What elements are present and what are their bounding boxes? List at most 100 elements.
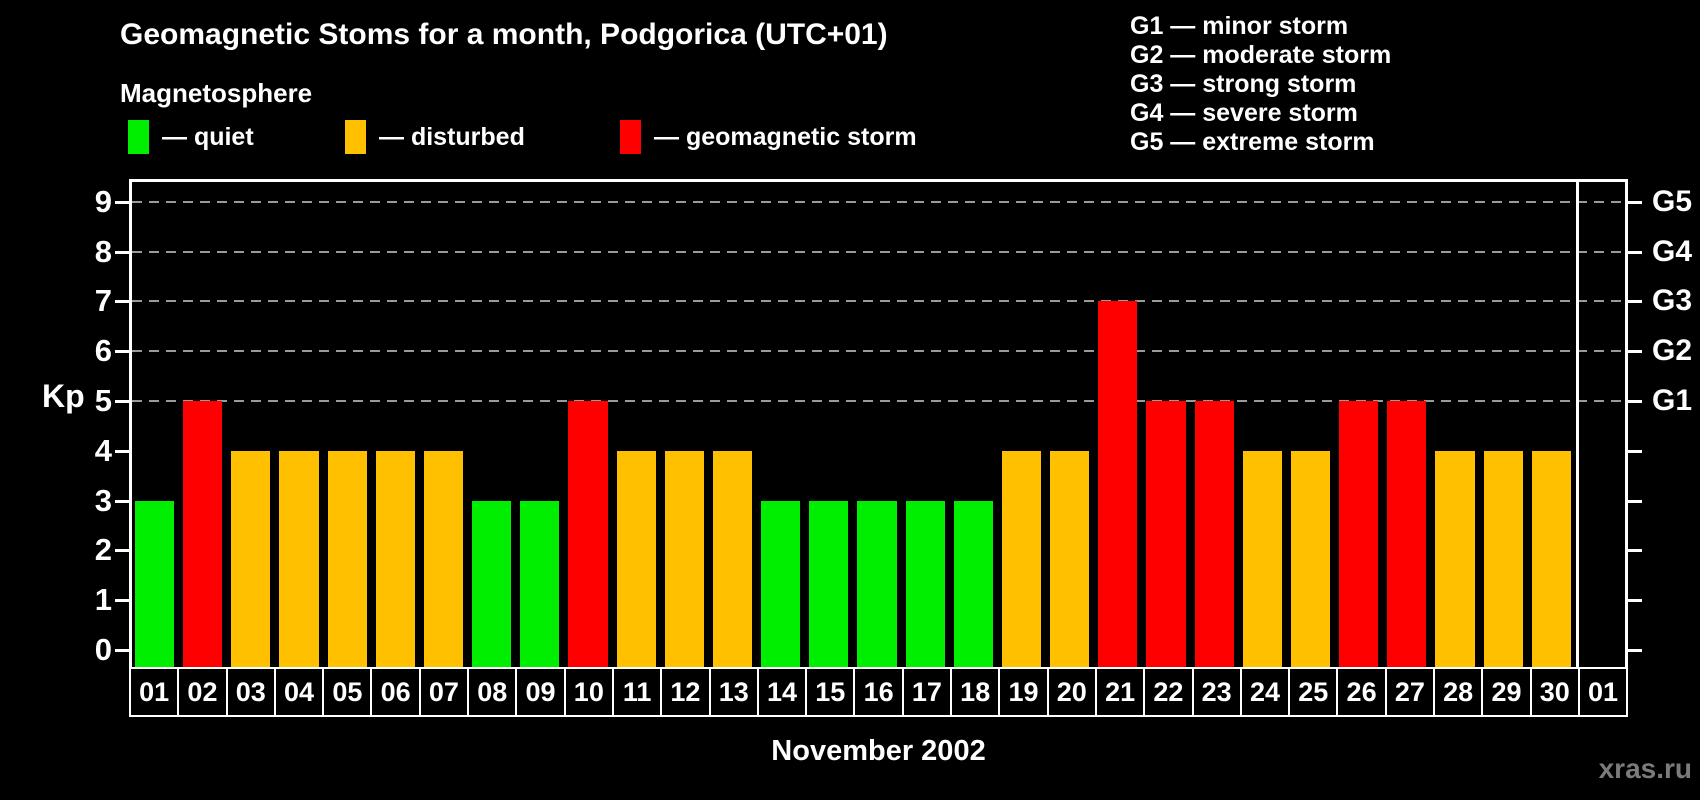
kp-bar-day-29 xyxy=(1483,450,1523,667)
day-box-2-02: 02 xyxy=(177,667,228,717)
y-axis-tick-label-2: 2 xyxy=(94,532,112,568)
right-axis-label-g3: G3 xyxy=(1652,284,1693,318)
right-tick-kp9 xyxy=(1628,200,1642,204)
storm-scale-line-g4: G4 — severe storm xyxy=(1130,99,1358,127)
day-box-13-13: 13 xyxy=(708,667,759,717)
right-tick-kp2 xyxy=(1628,549,1642,553)
day-box-17-17: 17 xyxy=(901,667,953,717)
day-box-6-06: 06 xyxy=(370,667,421,717)
right-axis-label-g4: G4 xyxy=(1652,234,1693,268)
x-axis-day-row: 01 02 03 04 05 06 07 08 09 10 11 12 13 14 15 16 17 18 19 20… xyxy=(129,667,1629,717)
kp-bar-day-30 xyxy=(1531,450,1571,667)
kp-bar-day-09 xyxy=(520,500,560,667)
left-tick-kp8 xyxy=(115,250,129,254)
storm-scale-line-g2: G2 — moderate storm xyxy=(1130,41,1392,69)
right-tick-kp4 xyxy=(1628,449,1642,453)
right-axis-label-g1: G1 xyxy=(1652,384,1693,417)
y-axis-tick-label-0: 0 xyxy=(94,632,112,667)
gridline-kp6 xyxy=(132,350,1625,353)
kp-bar-day-16 xyxy=(857,500,897,667)
right-tick-kp3 xyxy=(1628,499,1642,503)
day-box-23-23: 23 xyxy=(1191,667,1242,717)
y-axis-title: Kp xyxy=(42,378,85,414)
right-tick-kp0 xyxy=(1628,649,1642,652)
day-box-24-24: 24 xyxy=(1239,667,1291,717)
right-axis-label-g2: G2 xyxy=(1652,334,1693,368)
storm-scale-line-g5: G5 — extreme storm xyxy=(1130,128,1375,156)
day-box-7-07: 07 xyxy=(418,667,470,717)
legend-label-disturbed: — disturbed xyxy=(379,123,525,151)
kp-bar-day-07 xyxy=(423,450,464,667)
kp-bar-day-27 xyxy=(1387,401,1427,667)
day-box-16-16: 16 xyxy=(853,667,904,717)
quiet-swatch-icon xyxy=(128,120,149,154)
day-box-27-27: 27 xyxy=(1384,667,1436,717)
storm-scale-line-g3: G3 — strong storm xyxy=(1130,70,1357,98)
day-box-30-30: 30 xyxy=(1529,667,1580,717)
left-tick-kp2 xyxy=(115,549,129,553)
plot-area xyxy=(129,179,1628,667)
kp-bar-day-08 xyxy=(472,500,512,667)
kp-bar-day-26 xyxy=(1339,401,1379,667)
left-tick-kp9 xyxy=(115,200,129,204)
magnetosphere-label: Magnetosphere xyxy=(120,78,313,108)
y-axis-tick-label-7: 7 xyxy=(94,283,112,319)
day-box-20-20: 20 xyxy=(1046,667,1097,717)
kp-bar-day-28 xyxy=(1435,450,1475,667)
left-tick-kp3 xyxy=(115,499,129,503)
kp-bar-day-14 xyxy=(761,500,801,667)
y-axis-tick-label-3: 3 xyxy=(94,482,112,518)
day-box-4-04: 04 xyxy=(273,667,325,717)
gridline-kp5 xyxy=(132,400,1625,402)
kp-bar-day-25 xyxy=(1290,450,1331,667)
left-tick-kp5 xyxy=(115,400,129,403)
day-box-1-01: 01 xyxy=(129,667,180,717)
right-tick-kp5 xyxy=(1628,400,1642,403)
disturbed-swatch-icon xyxy=(345,120,366,154)
day-box-29-29: 29 xyxy=(1481,667,1532,717)
kp-bar-day-22 xyxy=(1146,401,1186,667)
storm-swatch-icon xyxy=(620,120,641,154)
legend-item-quiet: — quiet xyxy=(128,120,254,154)
right-axis-label-g5: G5 xyxy=(1652,184,1693,218)
left-tick-kp0 xyxy=(115,649,129,652)
kp-bar-day-05 xyxy=(327,450,367,667)
day-box-9-09: 09 xyxy=(515,667,566,717)
day-box-8-08: 08 xyxy=(467,667,518,717)
right-tick-kp6 xyxy=(1628,350,1642,354)
y-axis-tick-label-9: 9 xyxy=(94,183,112,219)
storm-scale-line-g1: G1 — minor storm xyxy=(1130,12,1349,40)
month-boundary-divider xyxy=(1575,182,1579,667)
y-axis-tick-label-6: 6 xyxy=(94,333,112,369)
watermark: xras.ru xyxy=(1598,753,1692,784)
kp-bar-day-04 xyxy=(279,450,319,667)
kp-bar-day-11 xyxy=(616,450,656,667)
kp-bar-day-03 xyxy=(231,450,271,667)
day-box-14-14: 14 xyxy=(756,667,808,717)
x-axis-title: November 2002 xyxy=(771,735,986,767)
kp-bar-day-24 xyxy=(1242,450,1282,667)
y-axis-tick-label-5: 5 xyxy=(94,383,112,418)
kp-bar-day-13 xyxy=(712,450,753,667)
chart-title: Geomagnetic Stoms for a month, Podgorica… xyxy=(120,18,888,51)
legend-label-quiet: — quiet xyxy=(162,123,254,151)
day-box-26-26: 26 xyxy=(1336,667,1387,717)
right-tick-kp1 xyxy=(1628,599,1642,603)
gridline-kp7 xyxy=(132,300,1625,303)
kp-bar-day-02 xyxy=(183,401,223,667)
day-box-25-25: 25 xyxy=(1288,667,1339,717)
legend-item-disturbed: — disturbed xyxy=(345,120,525,154)
left-tick-kp6 xyxy=(115,350,129,354)
day-box-22-22: 22 xyxy=(1143,667,1194,717)
y-axis-tick-label-1: 1 xyxy=(94,582,112,618)
day-box-10-10: 10 xyxy=(563,667,614,717)
y-axis-tick-label-8: 8 xyxy=(94,233,112,269)
day-box-3-03: 03 xyxy=(225,667,276,717)
legend-label-storm: — geomagnetic storm xyxy=(654,123,917,151)
day-box-5-05: 05 xyxy=(322,667,373,717)
legend-item-storm: — geomagnetic storm xyxy=(620,120,917,154)
left-tick-kp7 xyxy=(115,300,129,304)
kp-bar-day-15 xyxy=(809,500,849,667)
day-box-31-01: 01 xyxy=(1577,667,1629,717)
kp-bar-day-23 xyxy=(1194,401,1234,667)
